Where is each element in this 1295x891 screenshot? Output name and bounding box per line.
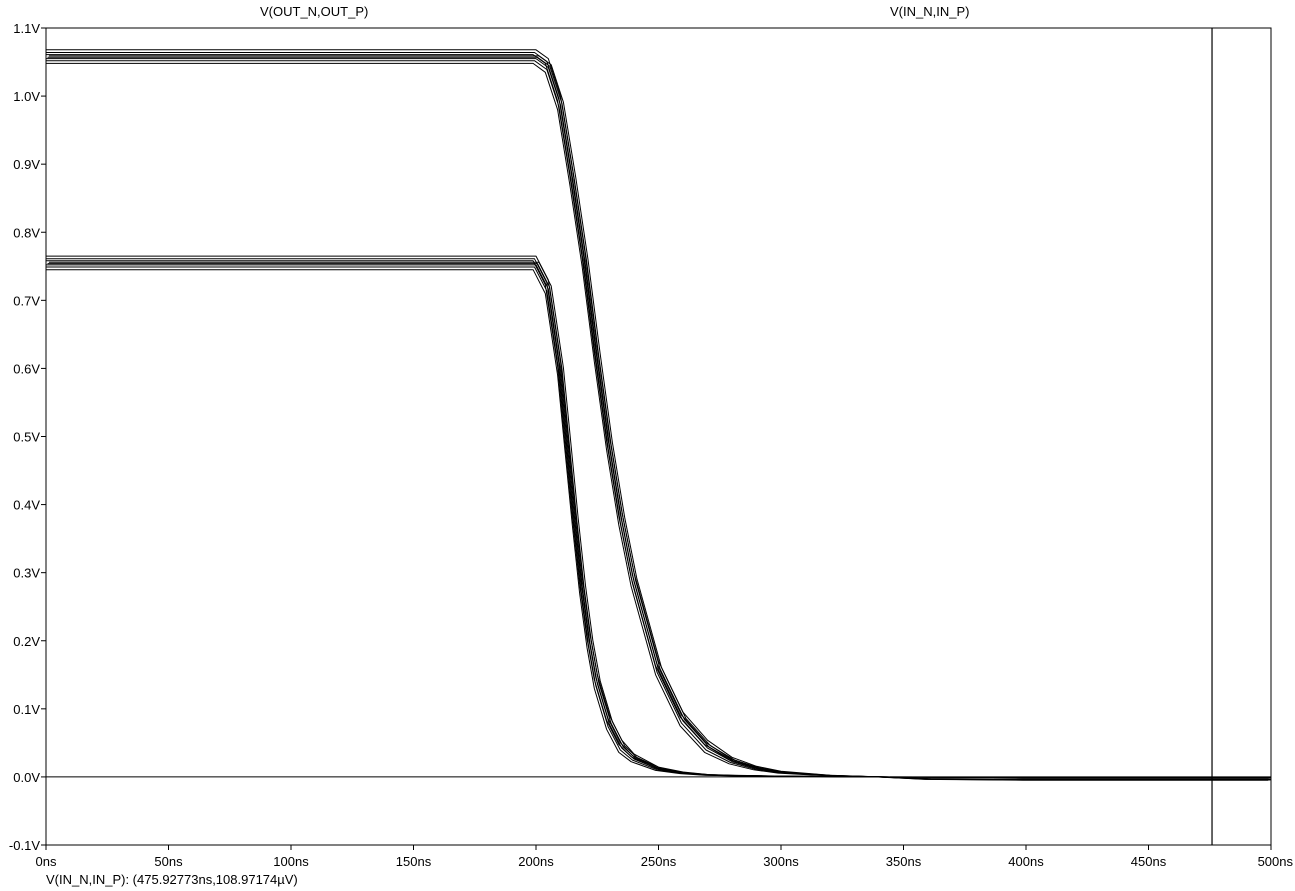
series-1-trace-6 <box>46 258 1270 778</box>
x-tick-label: 0ns <box>36 854 57 869</box>
trace-label-out[interactable]: V(OUT_N,OUT_P) <box>260 4 369 19</box>
y-tick-label: 0.0V <box>13 770 40 785</box>
y-tick-label: 0.6V <box>13 361 40 376</box>
x-tick-label: 300ns <box>763 854 799 869</box>
plot-frame <box>45 27 1272 846</box>
trace-label-in[interactable]: V(IN_N,IN_P) <box>890 4 970 19</box>
x-axis: 0ns 50ns 100ns 150ns 200ns 250ns 300ns 350ns 400… <box>36 845 1294 869</box>
x-tick-label: 150ns <box>396 854 432 869</box>
series-1-trace-1 <box>46 266 1270 779</box>
x-tick-label: 200ns <box>518 854 554 869</box>
x-tick-label: 500ns <box>1258 854 1294 869</box>
series-0-trace-1 <box>46 60 1270 781</box>
x-tick-label: 100ns <box>273 854 309 869</box>
cursor-readout: V(IN_N,IN_P): (475.92773ns,108.97174µV) <box>46 872 298 887</box>
y-tick-label: 0.9V <box>13 157 40 172</box>
y-tick-label: -0.1V <box>9 838 40 853</box>
y-tick-label: 1.1V <box>13 21 40 36</box>
series-1-trace-2 <box>46 264 1271 779</box>
x-tick-label: 450ns <box>1131 854 1167 869</box>
series-1-trace-7 <box>46 255 1271 778</box>
series-1-trace-0 <box>46 269 1269 779</box>
trace-group <box>46 49 1271 781</box>
y-tick-label: 0.5V <box>13 430 40 445</box>
y-tick-label: 0.1V <box>13 702 40 717</box>
series-1-trace-4 <box>48 261 1271 779</box>
series-1-trace-5 <box>46 260 1269 779</box>
y-tick-label: 0.8V <box>13 225 40 240</box>
y-tick-label: 0.3V <box>13 566 40 581</box>
x-tick-label: 50ns <box>154 854 183 869</box>
x-tick-label: 350ns <box>886 854 922 869</box>
y-tick-label: 0.7V <box>13 293 40 308</box>
y-tick-label: 0.2V <box>13 634 40 649</box>
x-tick-label: 250ns <box>641 854 677 869</box>
y-tick-label: 1.0V <box>13 89 40 104</box>
series-1-trace-3 <box>47 263 1271 779</box>
y-tick-label: 0.4V <box>13 498 40 513</box>
y-axis: -0.1V 0.0V 0.1V 0.2V 0.3V 0.4V 0.5V 0.6V 0.7V 0.8… <box>9 21 46 853</box>
x-tick-label: 400ns <box>1008 854 1044 869</box>
